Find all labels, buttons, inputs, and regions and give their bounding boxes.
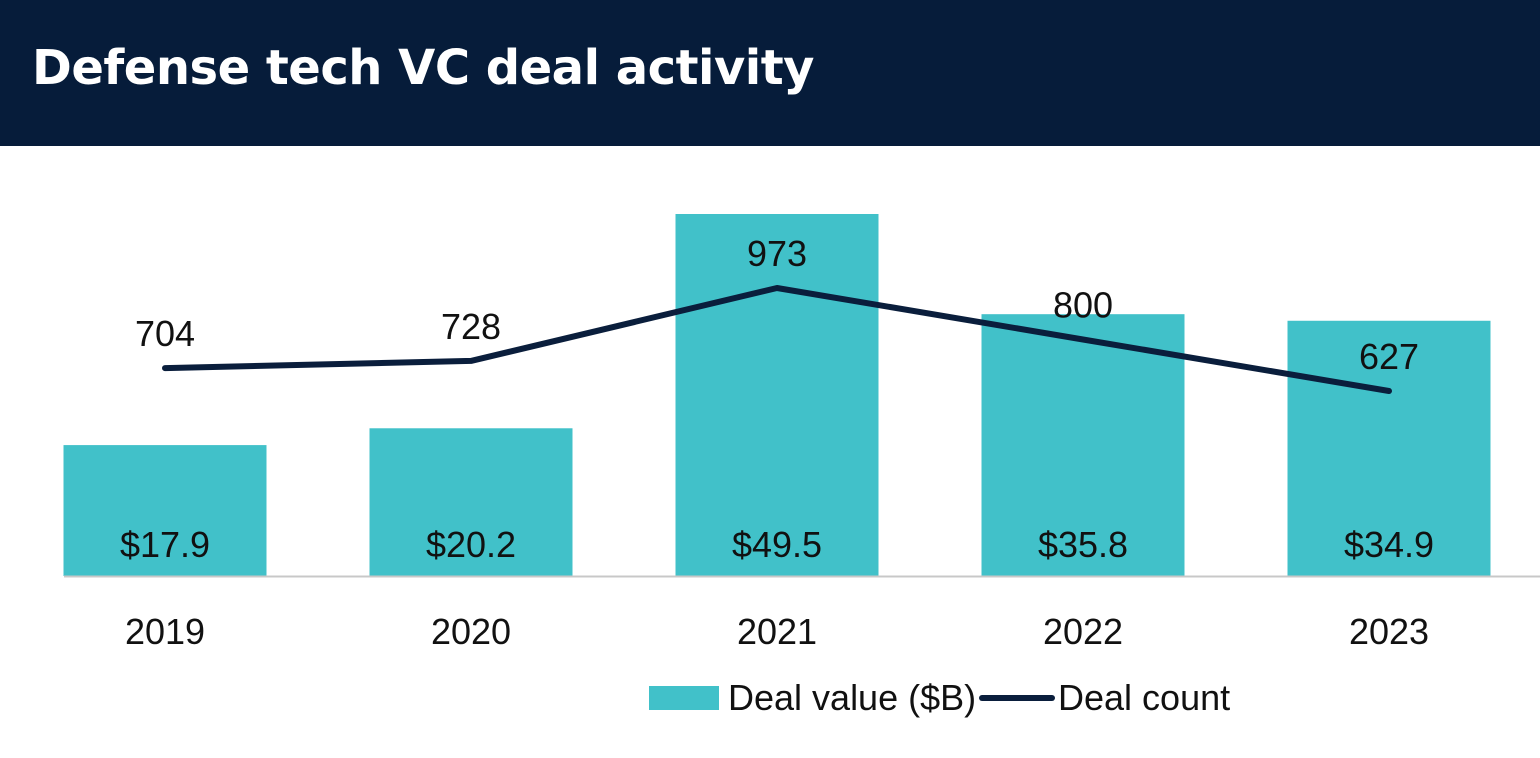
x-tick-label-2020: 2020 — [431, 611, 511, 652]
deal-value-label-2023: $34.9 — [1344, 524, 1434, 565]
bar-deal-value-2021 — [675, 214, 879, 576]
x-tick-label-2021: 2021 — [737, 611, 817, 652]
x-tick-label-2023: 2023 — [1349, 611, 1429, 652]
bar-deal-value-2023 — [1287, 320, 1491, 576]
bar-deal-value-2020 — [369, 428, 573, 576]
header-bar: Defense tech VC deal activity — [0, 0, 1540, 146]
legend-swatch-deal-value — [649, 686, 719, 710]
deal-value-label-2022: $35.8 — [1038, 524, 1128, 565]
deal-value-label-2019: $17.9 — [120, 524, 210, 565]
labels-layer: 704 728 973 800 627 $17.9 $20.2 $49.5 $35.8 $34.9… — [120, 233, 1434, 652]
x-tick-label-2019: 2019 — [125, 611, 205, 652]
chart-title: Defense tech VC deal activity — [32, 40, 814, 96]
chart-svg: 704 728 973 800 627 $17.9 $20.2 $49.5 $35.8 $34.9… — [63, 214, 1540, 718]
line-deal-count — [162, 285, 1392, 394]
x-tick-label-2022: 2022 — [1043, 611, 1123, 652]
deal-value-label-2021: $49.5 — [732, 524, 822, 565]
deal-count-label-2021: 973 — [747, 233, 807, 274]
bar-deal-value-2022 — [981, 314, 1185, 576]
deal-count-label-2020: 728 — [441, 306, 501, 347]
bars-layer — [63, 214, 1491, 576]
deal-value-label-2020: $20.2 — [426, 524, 516, 565]
legend-label-deal-value: Deal value ($B) — [728, 677, 976, 718]
deal-count-label-2023: 627 — [1359, 336, 1419, 377]
bar-deal-value-2019 — [63, 445, 267, 576]
line-layer — [162, 285, 1392, 394]
legend: Deal value ($B) Deal count — [649, 677, 1230, 718]
deal-count-label-2022: 800 — [1053, 285, 1113, 326]
deal-count-label-2019: 704 — [135, 313, 195, 354]
legend-label-deal-count: Deal count — [1058, 677, 1230, 718]
